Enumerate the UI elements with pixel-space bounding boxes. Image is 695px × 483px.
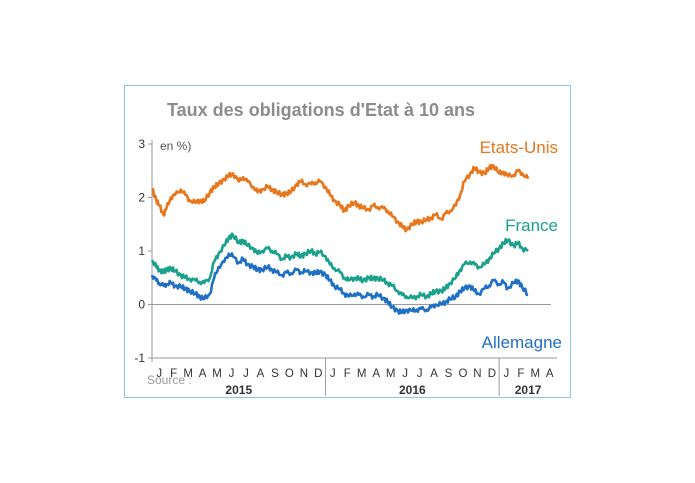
- x-tick-month: J: [330, 368, 336, 380]
- chart-title: Taux des obligations d'Etat à 10 ans: [167, 100, 475, 120]
- series-line: [151, 163, 530, 233]
- y-tick-label: 1: [138, 244, 145, 258]
- x-tick-month: A: [372, 368, 380, 380]
- x-tick-month: D: [314, 368, 322, 380]
- x-tick-month: J: [229, 368, 235, 380]
- x-tick-month: M: [183, 368, 193, 380]
- x-tick-year: 2016: [399, 383, 426, 397]
- y-tick-label: 2: [138, 191, 145, 205]
- x-tick-month: M: [357, 368, 367, 380]
- y-axis-unit-label: en %): [160, 139, 191, 153]
- x-tick-month: M: [212, 368, 222, 380]
- x-tick-month: J: [243, 368, 249, 380]
- x-tick-month: J: [417, 368, 423, 380]
- x-tick-month: N: [300, 368, 308, 380]
- x-tick-month: F: [170, 368, 177, 380]
- x-tick-month: N: [473, 368, 481, 380]
- chart-svg: Taux des obligations d'Etat à 10 ans en …: [134, 100, 562, 397]
- source-label: Source :: [147, 373, 192, 387]
- series-label: Allemagne: [482, 333, 562, 352]
- x-tick-month: S: [271, 368, 279, 380]
- x-tick-month: F: [517, 368, 524, 380]
- x-tick-month: D: [488, 368, 496, 380]
- series-lines: [150, 163, 530, 315]
- x-tick-month: J: [504, 368, 510, 380]
- chart-frame: Taux des obligations d'Etat à 10 ans en …: [124, 85, 571, 398]
- series-line: [150, 232, 529, 301]
- x-tick-month: O: [459, 368, 468, 380]
- series-label: Etats-Unis: [480, 138, 558, 157]
- y-tick-label: 0: [138, 298, 145, 312]
- axes: [148, 140, 557, 362]
- x-tick-month: F: [344, 368, 351, 380]
- series-label: France: [505, 216, 558, 235]
- x-tick-year: 2017: [515, 383, 542, 397]
- x-tick-month: A: [430, 368, 438, 380]
- x-tick-month: A: [546, 368, 554, 380]
- x-tick-month: J: [402, 368, 408, 380]
- x-tick-month: M: [531, 368, 541, 380]
- series-line: [150, 252, 529, 315]
- y-tick-label: -1: [134, 351, 145, 365]
- x-tick-month: O: [285, 368, 294, 380]
- x-tick-month: M: [386, 368, 396, 380]
- x-tick-month: S: [445, 368, 453, 380]
- x-tick-month: A: [199, 368, 207, 380]
- x-tick-month: J: [156, 368, 162, 380]
- x-tick-year: 2015: [225, 383, 252, 397]
- series-labels: Etats-Unis France Allemagne: [480, 138, 562, 352]
- y-tick-label: 3: [138, 137, 145, 151]
- x-tick-month: A: [257, 368, 265, 380]
- y-axis-ticks: 3 2 1 0 -1: [134, 137, 145, 365]
